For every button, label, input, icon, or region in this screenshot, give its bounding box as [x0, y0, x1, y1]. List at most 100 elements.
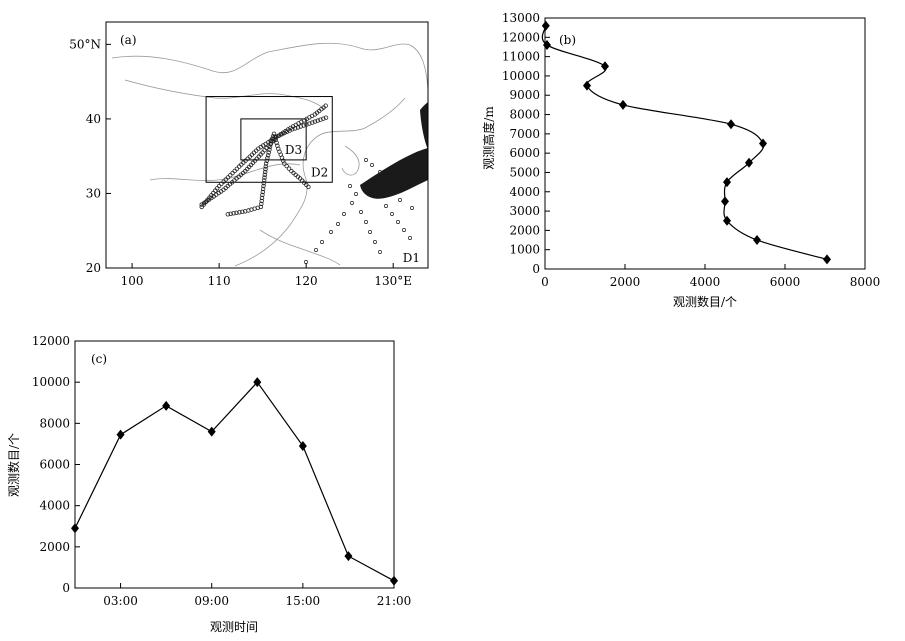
track-observation [260, 192, 265, 198]
panel-c-chart: 03:00 09:00 15:00 21:00 0 2000 4000 6000 8000 10… [6, 334, 412, 634]
panel-b-data-point [745, 157, 753, 168]
panel-b-y-tick-label: 12000 [502, 30, 540, 44]
track-observation [265, 155, 270, 161]
panel-b-data-point [601, 61, 609, 72]
track-observation [290, 127, 295, 132]
panel-b-data-point [543, 40, 551, 51]
track-observation [279, 132, 284, 137]
panel-c-x-tick-label: 21:00 [377, 594, 412, 608]
panel-b-y-tick-label: 2000 [509, 223, 540, 237]
track-observation [304, 182, 309, 187]
panel-c-data-point [116, 429, 125, 440]
panel-c-ylabel: 观测数目/个 [6, 433, 21, 497]
panel-b-data-point [759, 138, 767, 149]
track-observation [271, 131, 277, 136]
track-observation [261, 180, 266, 186]
track-observation [267, 147, 272, 152]
flight-track-4 [271, 131, 311, 190]
track-observation [260, 186, 266, 192]
panel-b-x-tick-label: 6000 [770, 275, 801, 289]
panel-b-y-tick-label: 0 [532, 262, 540, 276]
track-observation [263, 161, 269, 166]
track-observation [225, 212, 230, 217]
panel-b-y-tick-label: 1000 [509, 243, 540, 257]
panel-b-x-axis: 0 2000 4000 6000 8000 [541, 264, 880, 289]
track-observation [231, 211, 236, 216]
track-observation [263, 164, 268, 169]
panel-c-y-tick-label: 6000 [39, 458, 70, 472]
panel-c-y-tick-label: 12000 [32, 334, 70, 348]
panel-c-x-tick-label: 15:00 [286, 594, 321, 608]
panel-c-y-tick-label: 4000 [39, 499, 70, 513]
panel-c-series-points [71, 377, 398, 586]
map-x-tick-label: 130°E [374, 274, 412, 288]
panel-a-label: (a) [120, 33, 137, 47]
track-observation [318, 117, 323, 122]
panel-b-label: (b) [559, 33, 576, 47]
panel-c-y-tick-label: 0 [62, 581, 70, 595]
track-observation [240, 209, 245, 214]
track-observation [315, 118, 320, 123]
panel-b-data-point [823, 254, 831, 265]
flight-track-1 [199, 103, 328, 210]
domain-d2-label: D2 [311, 165, 328, 179]
map-y-tick-label: 40 [86, 112, 101, 126]
panel-c-data-point [390, 575, 398, 586]
map-frame [105, 21, 429, 269]
panel-c-y-tick-label: 8000 [39, 416, 70, 430]
map-domains: D1 D2 D3 [205, 96, 420, 265]
track-observation [269, 139, 274, 144]
track-observation [237, 210, 242, 215]
panel-c-y-tick-label: 2000 [39, 540, 70, 554]
panel-b-x-tick-label: 8000 [850, 275, 881, 289]
track-observation [295, 125, 301, 130]
track-observation [258, 204, 264, 210]
domain-d2-box [205, 96, 333, 183]
track-observation [266, 150, 271, 155]
panel-b-series-line [541, 25, 828, 260]
panel-b-data-point [721, 196, 729, 207]
panel-b-y-tick-label: 13000 [502, 11, 540, 25]
track-observation [259, 195, 265, 201]
panel-b-y-tick-label: 11000 [502, 50, 540, 64]
track-observation [286, 166, 292, 171]
panel-b-x-tick-label: 4000 [690, 275, 721, 289]
panel-b-data-point [583, 80, 591, 91]
domain-d3-box [240, 118, 307, 161]
aircraft-observations-scatter [304, 158, 414, 264]
panel-b-data-point [619, 99, 627, 110]
map-x-axis: 100 110 120 130°E [121, 263, 412, 288]
panel-b-y-tick-label: 3000 [509, 204, 540, 218]
panel-b-y-tick-label: 9000 [509, 88, 540, 102]
track-observation [268, 141, 273, 147]
panel-b-x-tick-label: 2000 [610, 275, 641, 289]
track-observation [264, 158, 269, 163]
map-y-tick-label: 20 [86, 261, 101, 275]
track-observation [228, 172, 233, 178]
track-observation [263, 169, 268, 175]
track-observation [262, 147, 267, 153]
panel-a-map: D1 D2 D3 100 110 120 130°E 20 30 40 50°N (a) [69, 21, 429, 288]
panel-b-y-axis: 0 1000 2000 3000 4000 5000 6000 7000 8000 9000 100… [502, 11, 550, 276]
panel-c-xlabel: 观测时间 [210, 620, 258, 634]
map-x-tick-label: 120 [295, 274, 318, 288]
panel-b-x-tick-label: 0 [541, 275, 549, 289]
panel-b-y-tick-label: 6000 [509, 146, 540, 160]
panel-c-x-tick-label: 03:00 [103, 594, 138, 608]
domain-d1-label: D1 [403, 251, 420, 265]
track-observation [274, 140, 279, 145]
track-observation [306, 184, 311, 190]
track-observation [232, 168, 237, 174]
track-observation [262, 178, 267, 183]
track-observation [259, 198, 264, 204]
panel-b-xlabel: 观测数目/个 [673, 294, 737, 309]
track-observation [259, 201, 264, 207]
track-observation [263, 166, 268, 172]
panel-b-ylabel: 观测高度/m [481, 106, 496, 170]
panel-c-data-point [71, 523, 79, 534]
map-tracks [199, 103, 329, 217]
panel-c-y-tick-label: 10000 [32, 375, 70, 389]
panel-c-data-point [344, 551, 353, 562]
map-x-tick-label: 110 [208, 274, 231, 288]
track-observation [225, 175, 231, 180]
